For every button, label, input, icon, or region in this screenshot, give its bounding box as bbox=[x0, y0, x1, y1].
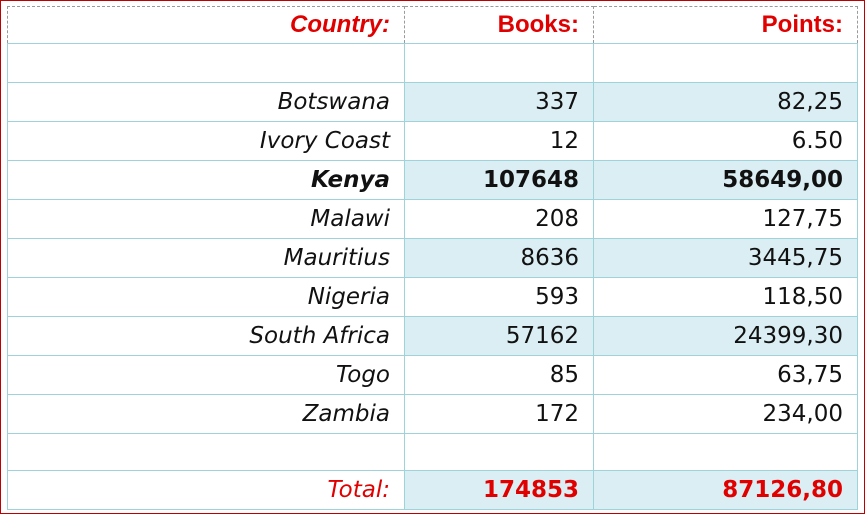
points-cell[interactable]: 3445,75 bbox=[593, 238, 858, 278]
books-cell[interactable]: 593 bbox=[404, 277, 594, 317]
points-cell[interactable]: 63,75 bbox=[593, 355, 858, 395]
books-cell[interactable]: 208 bbox=[404, 199, 594, 239]
total-books[interactable]: 174853 bbox=[404, 470, 594, 510]
country-cell[interactable]: Kenya bbox=[7, 160, 405, 200]
table-row: Togo 85 63,75 bbox=[7, 355, 858, 395]
points-cell[interactable]: 58649,00 bbox=[593, 160, 858, 200]
books-points-table: Country: Books: Points: Botswana 337 82,… bbox=[7, 6, 858, 510]
books-cell[interactable]: 107648 bbox=[404, 160, 594, 200]
country-cell[interactable]: Botswana bbox=[7, 82, 405, 122]
country-cell[interactable]: Zambia bbox=[7, 394, 405, 434]
total-label[interactable]: Total: bbox=[7, 470, 405, 510]
header-books[interactable]: Books: bbox=[404, 6, 594, 44]
points-cell[interactable]: 118,50 bbox=[593, 277, 858, 317]
points-cell[interactable]: 82,25 bbox=[593, 82, 858, 122]
empty-cell[interactable] bbox=[404, 433, 594, 471]
country-cell[interactable]: Malawi bbox=[7, 199, 405, 239]
points-cell[interactable]: 234,00 bbox=[593, 394, 858, 434]
total-points[interactable]: 87126,80 bbox=[593, 470, 858, 510]
books-cell[interactable]: 337 bbox=[404, 82, 594, 122]
empty-row bbox=[7, 43, 858, 83]
books-cell[interactable]: 12 bbox=[404, 121, 594, 161]
table-row: Ivory Coast 12 6.50 bbox=[7, 121, 858, 161]
table-row: Malawi 208 127,75 bbox=[7, 199, 858, 239]
empty-cell[interactable] bbox=[404, 43, 594, 83]
country-cell[interactable]: Togo bbox=[7, 355, 405, 395]
country-cell[interactable]: Ivory Coast bbox=[7, 121, 405, 161]
empty-cell[interactable] bbox=[593, 43, 858, 83]
table-row: South Africa 57162 24399,30 bbox=[7, 316, 858, 356]
empty-cell[interactable] bbox=[593, 433, 858, 471]
books-cell[interactable]: 8636 bbox=[404, 238, 594, 278]
table-row: Nigeria 593 118,50 bbox=[7, 277, 858, 317]
books-cell[interactable]: 85 bbox=[404, 355, 594, 395]
country-cell[interactable]: Mauritius bbox=[7, 238, 405, 278]
table-row: Mauritius 8636 3445,75 bbox=[7, 238, 858, 278]
country-cell[interactable]: Nigeria bbox=[7, 277, 405, 317]
table-row: Botswana 337 82,25 bbox=[7, 82, 858, 122]
country-cell[interactable]: South Africa bbox=[7, 316, 405, 356]
header-points[interactable]: Points: bbox=[593, 6, 858, 44]
header-country[interactable]: Country: bbox=[7, 6, 405, 44]
books-cell[interactable]: 57162 bbox=[404, 316, 594, 356]
empty-row bbox=[7, 433, 858, 471]
total-row: Total: 174853 87126,80 bbox=[7, 470, 858, 510]
header-row: Country: Books: Points: bbox=[7, 6, 858, 44]
empty-cell[interactable] bbox=[7, 433, 405, 471]
table-row: Kenya 107648 58649,00 bbox=[7, 160, 858, 200]
books-cell[interactable]: 172 bbox=[404, 394, 594, 434]
empty-cell[interactable] bbox=[7, 43, 405, 83]
points-cell[interactable]: 6.50 bbox=[593, 121, 858, 161]
points-cell[interactable]: 127,75 bbox=[593, 199, 858, 239]
points-cell[interactable]: 24399,30 bbox=[593, 316, 858, 356]
table-row: Zambia 172 234,00 bbox=[7, 394, 858, 434]
